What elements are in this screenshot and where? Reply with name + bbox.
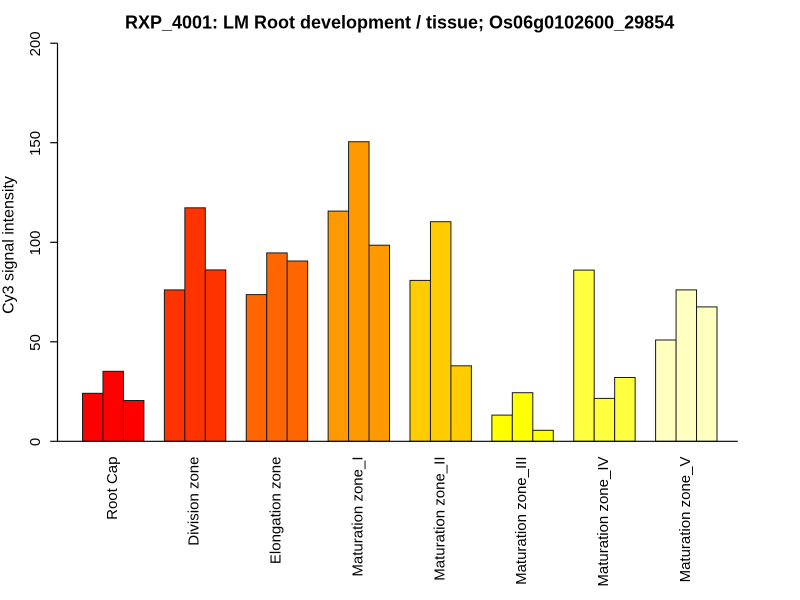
svg-text:Elongation zone: Elongation zone [268,457,285,565]
svg-text:Maturation zone_II: Maturation zone_II [431,457,448,581]
svg-text:Division zone: Division zone [186,457,203,546]
svg-text:Maturation zone_IV: Maturation zone_IV [595,457,612,587]
svg-text:Cy3 signal intensity: Cy3 signal intensity [1,176,18,314]
svg-text:100: 100 [27,230,44,255]
svg-text:150: 150 [27,131,44,156]
svg-text:RXP_4001: LM Root development: RXP_4001: LM Root development / tissue; … [125,12,674,32]
svg-text:Maturation zone_III: Maturation zone_III [513,457,530,585]
svg-text:50: 50 [27,334,44,351]
svg-text:Maturation zone_V: Maturation zone_V [677,457,694,583]
svg-text:Maturation zone_I: Maturation zone_I [349,457,366,577]
svg-text:200: 200 [27,31,44,56]
svg-text:0: 0 [27,438,44,446]
svg-text:Root Cap: Root Cap [104,457,121,520]
